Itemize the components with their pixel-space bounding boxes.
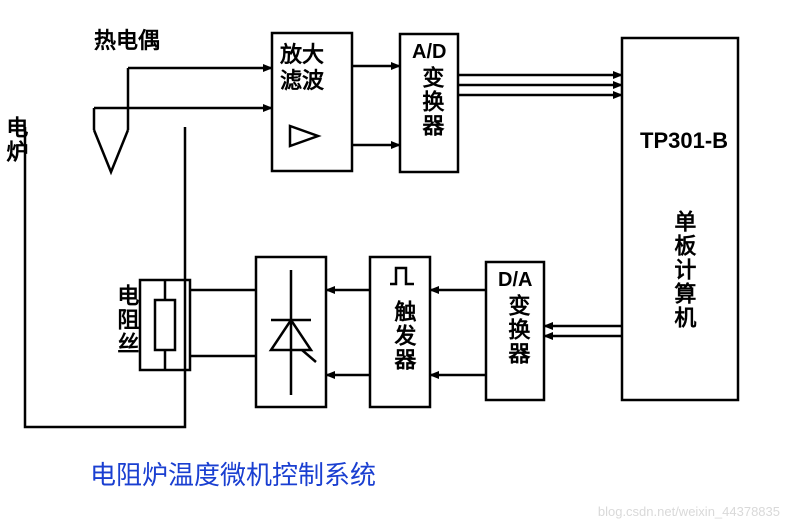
amp-label-1: 放大 [280, 42, 324, 68]
adc-prefix: A/D [412, 40, 446, 64]
diagram-stage: 热电偶 电炉 电阻丝 放大 滤波 A/D 变换器 D/A 变换器 触发器 TP3… [0, 0, 788, 525]
pulse-icon [390, 268, 414, 284]
computer-body: 单板计算机 [670, 210, 696, 330]
heater-label: 电阻丝 [113, 284, 139, 356]
thyristor-gate [302, 350, 316, 362]
trigger-label: 触发器 [390, 300, 416, 372]
caption: 电阻炉温度微机控制系统 [90, 455, 376, 492]
thermocouple-tip [94, 130, 128, 172]
amp-label-2: 滤波 [280, 68, 324, 94]
amp-triangle-icon [290, 126, 318, 146]
dac-body: 变换器 [504, 294, 530, 366]
furnace-outline [25, 127, 185, 427]
adc-body: 变换器 [418, 66, 444, 138]
thermocouple-label: 热电偶 [94, 28, 160, 54]
furnace-label: 电炉 [2, 116, 28, 164]
dac-prefix: D/A [498, 268, 532, 292]
computer-model: TP301-B [640, 128, 728, 154]
heater-inner [155, 300, 175, 350]
watermark: blog.csdn.net/weixin_44378835 [598, 504, 780, 519]
